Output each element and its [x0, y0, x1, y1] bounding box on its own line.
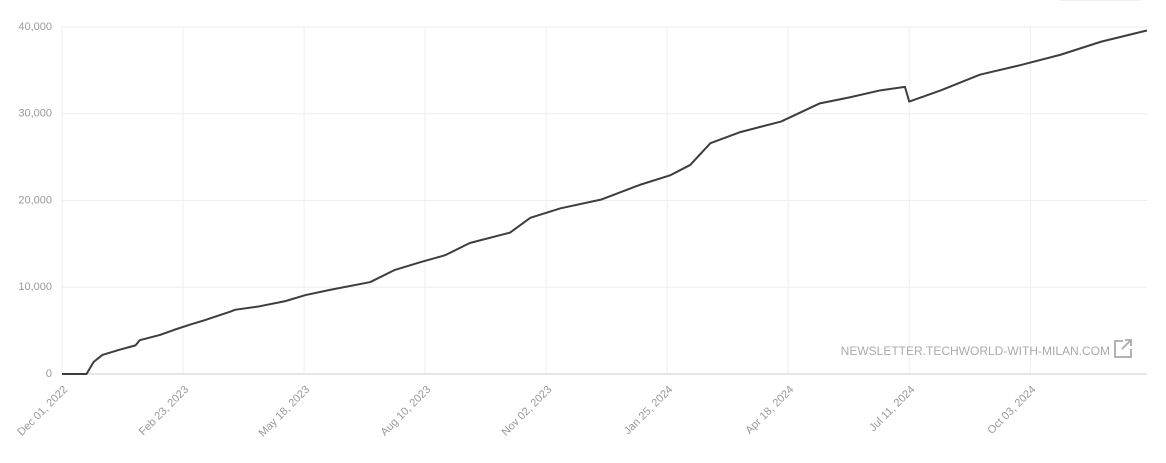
x-tick-label: Aug 10, 2023	[379, 384, 434, 439]
x-tick-label: Dec 01, 2022	[15, 384, 70, 439]
y-tick-label: 0	[46, 368, 52, 380]
external-link-icon[interactable]	[1114, 339, 1132, 358]
source-link[interactable]: NEWSLETTER.TECHWORLD-WITH-MILAN.COM	[841, 344, 1110, 358]
x-tick-label: Oct 03, 2024	[985, 384, 1038, 437]
x-tick-label: Nov 02, 2023	[500, 384, 555, 439]
x-tick-label: Jan 25, 2024	[622, 384, 675, 437]
y-tick-label: 30,000	[18, 108, 52, 120]
plot-area: 0 10,000 20,000 30,000 40,000 Dec 01, 2022 Feb…	[15, 21, 1148, 440]
x-tick-label: May 18, 2023	[257, 384, 313, 440]
x-tick-label: Jul 11, 2024	[867, 384, 917, 434]
y-tick-label: 10,000	[18, 281, 52, 293]
y-tick-label: 20,000	[18, 194, 52, 206]
x-tick-label: Feb 23, 2023	[137, 384, 191, 438]
series-line	[62, 29, 1148, 375]
y-tick-label: 40,000	[18, 21, 52, 33]
x-tick-label: Apr 18, 2024	[743, 384, 796, 437]
